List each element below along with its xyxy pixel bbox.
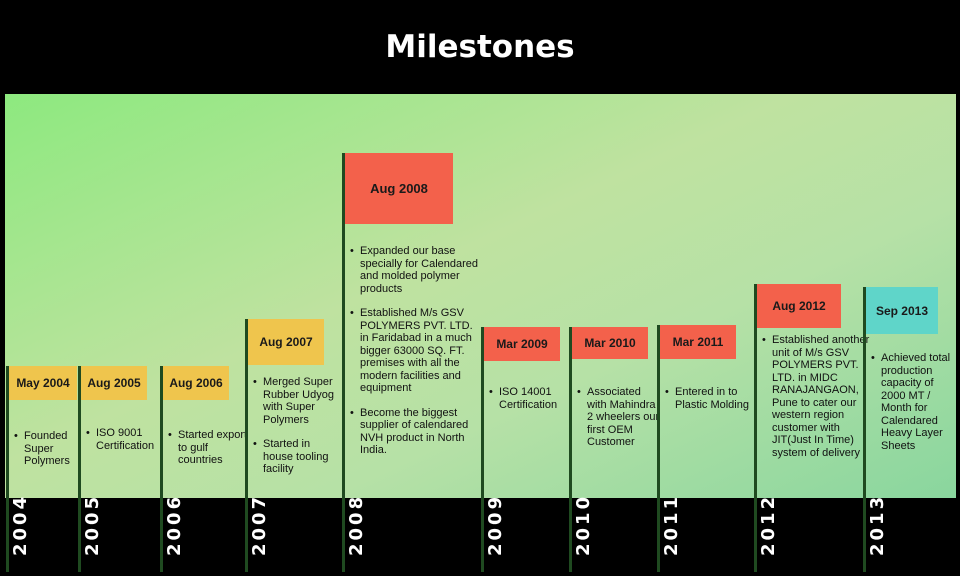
- year-label: 2013: [867, 493, 888, 556]
- year-label: 2008: [346, 493, 367, 556]
- year-bar: [5, 498, 956, 572]
- year-label: 2004: [10, 493, 31, 556]
- timeline-line: [6, 366, 9, 572]
- milestone-date-flag: Aug 2012: [757, 284, 841, 328]
- year-label: 2009: [485, 493, 506, 556]
- timeline-line: [245, 319, 248, 572]
- milestone-notes: Founded Super Polymers: [14, 430, 80, 480]
- milestone-date-flag: Aug 2007: [248, 319, 324, 365]
- milestone-notes: Merged Super Rubber Udyog with Super Pol…: [253, 376, 343, 488]
- milestone-notes: Entered in to Plastic Molding: [665, 386, 751, 423]
- milestone-date: Aug 2012: [772, 299, 826, 313]
- timeline-line: [78, 366, 81, 572]
- year-label: 2007: [249, 493, 270, 556]
- milestone-note: Associated with Mahindra 2 wheelers our …: [577, 386, 663, 449]
- milestone-notes: ISO 9001 Certification: [86, 427, 166, 464]
- timeline-line: [863, 287, 866, 572]
- timeline-line: [481, 327, 484, 572]
- milestone-date-flag: Aug 2005: [81, 366, 147, 400]
- milestone-notes: Associated with Mahindra 2 wheelers our …: [577, 386, 663, 461]
- year-label: 2005: [82, 493, 103, 556]
- milestone-date-flag: Aug 2006: [163, 366, 229, 400]
- milestone-date: Aug 2007: [259, 335, 313, 349]
- timeline-panel: May 2004 Founded Super Polymers 2004 Aug 20…: [5, 94, 956, 572]
- milestone-date-flag: Mar 2010: [572, 327, 648, 359]
- milestone-date: Aug 2006: [169, 376, 223, 390]
- milestone-note: Started in house tooling facility: [253, 438, 343, 476]
- page-title: Milestones: [385, 29, 575, 65]
- timeline-line: [754, 284, 757, 572]
- milestone-notes: Achieved total production capacity of 20…: [871, 352, 951, 464]
- milestone-date: Mar 2011: [672, 335, 724, 349]
- milestone-note: Established another unit of M/s GSV POLY…: [762, 334, 870, 459]
- year-label: 2012: [758, 493, 779, 556]
- milestone-note: Founded Super Polymers: [14, 430, 80, 468]
- milestone-date-flag: Aug 2008: [345, 153, 453, 224]
- milestone-note: ISO 14001 Certification: [489, 386, 569, 411]
- milestone-note: Entered in to Plastic Molding: [665, 386, 751, 411]
- timeline-line: [342, 153, 345, 572]
- milestone-note: Expanded our base specially for Calendar…: [350, 245, 482, 295]
- milestone-note: ISO 9001 Certification: [86, 427, 166, 452]
- milestone-date-flag: May 2004: [9, 366, 77, 400]
- year-label: 2011: [661, 493, 682, 556]
- milestone-note: Started export to gulf countries: [168, 429, 248, 467]
- milestone-date: Mar 2009: [496, 337, 548, 351]
- milestone-notes: ISO 14001 Certification: [489, 386, 569, 423]
- milestone-date-flag: Mar 2011: [660, 325, 736, 359]
- milestone-notes: Started export to gulf countries: [168, 429, 248, 479]
- timeline-line: [160, 366, 163, 572]
- milestone-date: May 2004: [16, 376, 70, 390]
- milestone-notes: Established another unit of M/s GSV POLY…: [762, 334, 870, 471]
- milestone-note: Become the biggest supplier of calendare…: [350, 407, 482, 457]
- milestone-note: Achieved total production capacity of 20…: [871, 352, 951, 452]
- milestone-date-flag: Sep 2013: [866, 287, 938, 334]
- year-label: 2010: [573, 493, 594, 556]
- milestone-date-flag: Mar 2009: [484, 327, 560, 361]
- milestone-note: Merged Super Rubber Udyog with Super Pol…: [253, 376, 343, 426]
- milestone-note: Established M/s GSV POLYMERS PVT. LTD. i…: [350, 307, 482, 395]
- timeline-line: [657, 325, 660, 572]
- milestone-date: Mar 2010: [584, 336, 636, 350]
- milestone-date: Aug 2008: [370, 181, 428, 196]
- timeline-line: [569, 327, 572, 572]
- year-label: 2006: [164, 493, 185, 556]
- milestone-date: Aug 2005: [87, 376, 141, 390]
- milestone-date: Sep 2013: [875, 303, 929, 318]
- milestone-notes: Expanded our base specially for Calendar…: [350, 245, 482, 469]
